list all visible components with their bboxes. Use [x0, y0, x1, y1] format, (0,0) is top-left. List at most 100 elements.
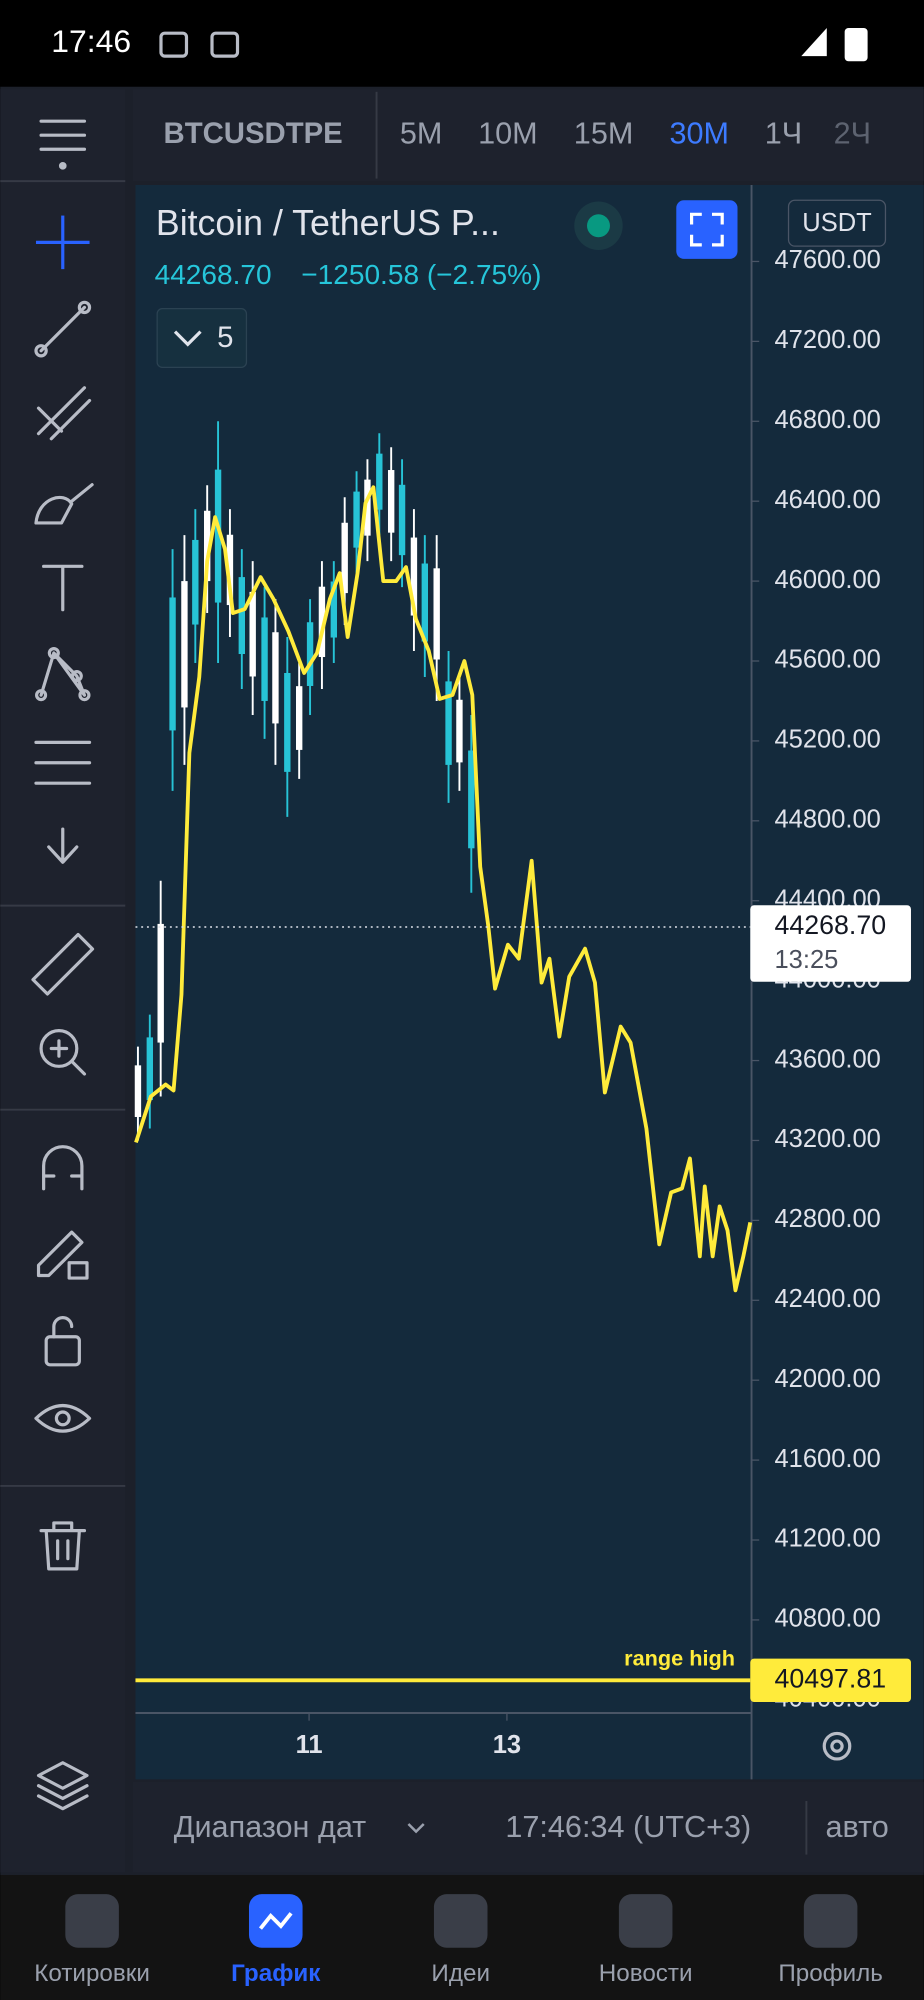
candle-body — [318, 586, 326, 658]
candle-body — [387, 470, 395, 533]
candle-body — [214, 469, 222, 603]
y-tick-label: 44800.00 — [775, 806, 881, 834]
price-line — [134, 485, 753, 1293]
candle-body — [376, 453, 383, 510]
fullscreen-icon — [689, 212, 724, 247]
currency-badge[interactable] — [787, 199, 887, 247]
settings-button[interactable] — [822, 1731, 852, 1761]
candle-body — [169, 597, 176, 731]
candle-body — [410, 537, 418, 616]
candle-body — [226, 534, 234, 606]
chevron — [173, 330, 202, 347]
symbol[interactable]: BTCUSDTPE — [164, 117, 343, 150]
candle-body — [146, 1037, 154, 1101]
x-tick-label: 13 — [493, 1731, 521, 1759]
nav-label[interactable]: Идеи — [431, 1960, 490, 1987]
indicator-count: 5 — [217, 321, 233, 354]
price-change: −1250.58 (−2.75%) — [301, 259, 541, 290]
lock-draw-tool[interactable] — [36, 1230, 89, 1280]
bottom-bar — [132, 1781, 924, 1873]
interval[interactable]: 5М — [400, 116, 443, 150]
candle-body — [421, 563, 429, 642]
y-tick-label: 43600.00 — [775, 1045, 881, 1073]
candle-body — [433, 568, 440, 660]
y-tick-label: 41600.00 — [775, 1445, 881, 1473]
status-bar — [0, 0, 924, 87]
candle-body — [261, 617, 268, 701]
fib-tool[interactable] — [36, 386, 92, 441]
nav-icon[interactable] — [65, 1894, 119, 1948]
interval[interactable]: 15М — [574, 116, 634, 150]
candle-body — [134, 1065, 142, 1117]
chart-title: Bitcoin / TetherUS P... — [156, 203, 500, 243]
y-tick-label: 43200.00 — [775, 1125, 881, 1153]
last-price-time: 13:25 — [775, 946, 839, 974]
menu-button[interactable] — [39, 119, 87, 170]
candle-body — [238, 577, 245, 655]
candle-body — [249, 591, 256, 677]
status-time: 17:46 — [51, 23, 131, 59]
date-range[interactable]: Диапазон дат — [174, 1810, 366, 1844]
range-price-label: 40497.81 — [775, 1663, 887, 1693]
nav-label[interactable]: Профиль — [778, 1960, 883, 1987]
toolbar — [132, 89, 924, 182]
candle-body — [364, 479, 371, 536]
ruler-tool[interactable] — [31, 932, 95, 996]
last-price-label: 44268.70 — [775, 910, 887, 940]
candle-body — [203, 510, 211, 582]
pattern-tool[interactable] — [35, 647, 91, 702]
layers-tool[interactable] — [36, 1761, 89, 1811]
visibility-tool[interactable] — [34, 1404, 92, 1433]
lock-tool[interactable] — [44, 1316, 81, 1367]
candle-body — [341, 522, 348, 594]
candle-body — [157, 923, 164, 1043]
market-status — [587, 214, 610, 238]
notif-icon — [159, 31, 189, 58]
interval[interactable]: 2Ч — [834, 116, 871, 150]
clock: 17:46:34 (UTC+3) — [505, 1810, 751, 1844]
candle-body — [295, 686, 303, 750]
indicator-toggle[interactable] — [156, 308, 248, 368]
y-tick-label: 46400.00 — [775, 486, 881, 514]
magnet-tool[interactable] — [42, 1145, 84, 1191]
nav-label[interactable]: Новости — [599, 1960, 693, 1987]
fullscreen-button[interactable] — [676, 200, 738, 259]
chevron — [407, 1823, 425, 1834]
line-tool[interactable] — [34, 300, 92, 358]
y-tick-label: 45200.00 — [775, 726, 881, 754]
last-price-box — [750, 905, 911, 982]
arrow-tool[interactable] — [47, 827, 79, 864]
crosshair-tool[interactable] — [35, 215, 90, 270]
y-tick-label: 46000.00 — [775, 566, 881, 594]
nav-icon[interactable] — [618, 1894, 673, 1948]
candle-body — [445, 681, 452, 765]
interval[interactable]: 1Ч — [765, 116, 802, 150]
price: 44268.70 — [155, 259, 272, 290]
y-tick-label: 45600.00 — [775, 646, 881, 674]
nav-icon[interactable] — [803, 1894, 858, 1948]
y-tick-label: 42400.00 — [775, 1285, 881, 1313]
y-tick-label: 46800.00 — [775, 406, 881, 434]
zoom-tool[interactable] — [39, 1029, 87, 1076]
forecast-tool[interactable] — [34, 740, 92, 785]
battery-icon — [844, 28, 868, 62]
nav-label[interactable]: Котировки — [34, 1960, 150, 1987]
y-tick-label: 41200.00 — [775, 1525, 881, 1553]
candle-body — [306, 622, 314, 686]
currency: USDT — [802, 209, 871, 237]
y-tick-label: 42000.00 — [775, 1365, 881, 1393]
nav-icon[interactable] — [433, 1894, 488, 1948]
interval[interactable]: 30М — [669, 116, 729, 150]
scale-mode[interactable]: авто — [826, 1810, 889, 1844]
y-tick-label: 47200.00 — [775, 326, 881, 354]
nav-label[interactable]: График — [231, 1960, 321, 1987]
text-tool[interactable] — [42, 564, 84, 612]
delete-tool[interactable] — [39, 1521, 87, 1571]
candle-body — [468, 750, 475, 849]
candle-body — [284, 672, 291, 772]
interval[interactable]: 10М — [478, 116, 538, 150]
brush-tool[interactable] — [34, 483, 94, 525]
range-line-text: range high — [624, 1646, 735, 1671]
